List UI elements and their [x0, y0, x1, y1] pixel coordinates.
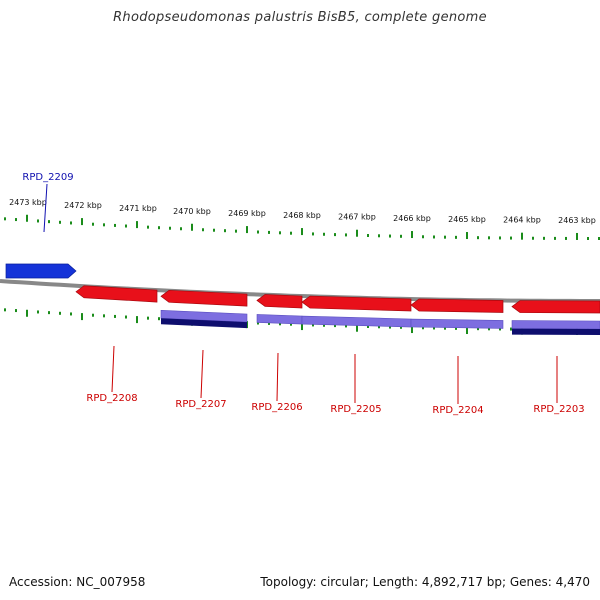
ruler-label: 2471 kbp: [119, 204, 157, 213]
gene-arrow-rpd_2203[interactable]: [511, 300, 600, 314]
gene-label-rpd_2205[interactable]: RPD_2205: [330, 404, 381, 415]
cds-segment[interactable]: [301, 315, 412, 328]
ruler-label: 2463 kbp: [558, 216, 596, 225]
gene-arrow-rpd_2204[interactable]: [410, 298, 504, 313]
ruler-label: 2466 kbp: [393, 214, 431, 223]
gene-label-rpd_2203[interactable]: RPD_2203: [533, 404, 584, 415]
cds-segment-dark[interactable]: [161, 318, 247, 329]
ruler-label: 2465 kbp: [448, 215, 486, 224]
leader-line: [276, 352, 279, 402]
ruler-labels: 2473 kbp 2472 kbp 2471 kbp 2470 kbp 2469 kbp…: [9, 198, 596, 225]
ruler-label: 2469 kbp: [228, 209, 266, 218]
gene-label-rpd_2209[interactable]: RPD_2209: [22, 172, 73, 183]
gene-arrow-rpd_2206[interactable]: [256, 294, 303, 309]
ruler-label: 2473 kbp: [9, 198, 47, 207]
cds-segment[interactable]: [511, 320, 600, 330]
gene-arrow-rpd_2205[interactable]: [301, 295, 412, 312]
cds-segment[interactable]: [160, 309, 248, 323]
cds-segment-dark[interactable]: [512, 328, 600, 335]
upper-ruler-ticks: [4, 214, 600, 240]
gene-arrow-rpd_2208[interactable]: [75, 285, 158, 303]
cds-segment[interactable]: [410, 318, 504, 329]
ruler-label: 2468 kbp: [283, 211, 321, 220]
leader-line: [111, 345, 115, 393]
gene-label-rpd_2207[interactable]: RPD_2207: [175, 399, 226, 410]
topology-summary: Topology: circular; Length: 4,892,717 bp…: [260, 575, 590, 589]
genome-title: Rhodopseudomonas palustris BisB5, comple…: [113, 10, 487, 25]
accession-text: Accession: NC_007958: [9, 575, 146, 589]
ruler-label: 2464 kbp: [503, 216, 541, 225]
leader-line: [200, 349, 204, 399]
cds-segment[interactable]: [256, 314, 303, 325]
gene-arrows: [5, 263, 600, 314]
gene-label-rpd_2204[interactable]: RPD_2204: [432, 405, 483, 416]
gene-label-rpd_2206[interactable]: RPD_2206: [251, 402, 302, 413]
ruler-label: 2472 kbp: [64, 201, 102, 210]
gene-label-rpd_2208[interactable]: RPD_2208: [86, 393, 137, 404]
ruler-label: 2470 kbp: [173, 207, 211, 216]
gene-labels: RPD_2209 RPD_2208 RPD_2207 RPD_2206 RPD_2205…: [22, 172, 584, 416]
leader-line: [43, 183, 48, 233]
ruler-label: 2467 kbp: [338, 213, 376, 222]
cds-features: [160, 309, 600, 335]
gene-arrow-rpd_2207[interactable]: [160, 289, 248, 307]
gene-arrow-rpd_2209[interactable]: [5, 263, 77, 279]
